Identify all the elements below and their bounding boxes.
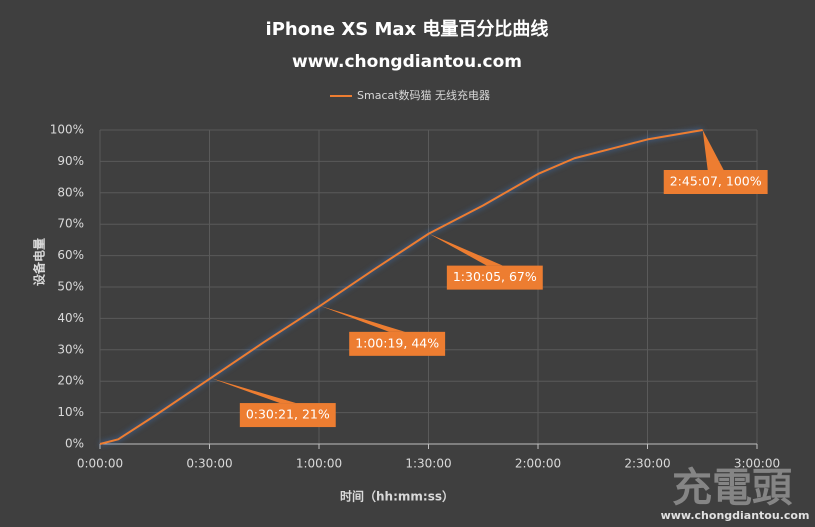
annotation-pointer: [210, 378, 296, 404]
annotation-pointer: [428, 233, 503, 266]
x-tick-label: 1:30:00: [405, 457, 451, 471]
chart-title: iPhone XS Max 电量百分比曲线: [266, 18, 549, 40]
y-tick-label: 20%: [57, 374, 84, 388]
watermark-url: www.chongdiantou.com: [661, 509, 810, 522]
annotation-label: 2:45:07, 100%: [670, 174, 762, 189]
x-tick-label: 1:00:00: [296, 457, 342, 471]
y-tick-label: 0%: [65, 437, 84, 451]
annotation-label: 0:30:21, 21%: [246, 407, 330, 422]
y-tick-label: 90%: [57, 154, 84, 168]
annotation: 0:30:21, 21%: [210, 378, 336, 428]
legend-label: Smacat数码猫 无线充电器: [357, 88, 490, 102]
data-line: [99, 129, 703, 445]
y-tick-label: 40%: [57, 311, 84, 325]
y-tick-label: 70%: [57, 217, 84, 231]
annotation-label: 1:30:05, 67%: [453, 269, 537, 284]
y-axis-label: 设备电量: [32, 238, 47, 286]
x-tick-label: 2:00:00: [515, 457, 561, 471]
x-tick-label: 0:00:00: [77, 457, 123, 471]
annotation-box: [446, 265, 543, 290]
annotation-label: 1:00:19, 44%: [355, 335, 439, 350]
x-axis-label: 时间（hh:mm:ss）: [340, 489, 454, 504]
x-tick-label: 0:30:00: [186, 457, 232, 471]
chart-subtitle: www.chongdiantou.com: [292, 52, 522, 72]
annotation-box: [663, 170, 768, 194]
y-tick-label: 10%: [57, 405, 84, 419]
x-tick-label: 2:30:00: [624, 457, 670, 471]
annotation-box: [239, 403, 336, 428]
annotation-pointer: [702, 130, 724, 170]
annotation: 1:30:05, 67%: [428, 233, 543, 290]
x-tick-label: 3:00:00: [734, 457, 780, 471]
y-tick-label: 80%: [57, 185, 84, 199]
annotation: 2:45:07, 100%: [663, 130, 768, 194]
watermark-logo: 充電頭: [672, 465, 793, 511]
annotation: 1:00:19, 44%: [320, 305, 446, 356]
y-tick-label: 100%: [50, 123, 84, 137]
y-tick-label: 60%: [57, 248, 84, 262]
y-tick-label: 30%: [57, 342, 84, 356]
annotation-box: [349, 331, 446, 356]
annotation-pointer: [320, 305, 406, 332]
y-tick-label: 50%: [57, 280, 84, 294]
